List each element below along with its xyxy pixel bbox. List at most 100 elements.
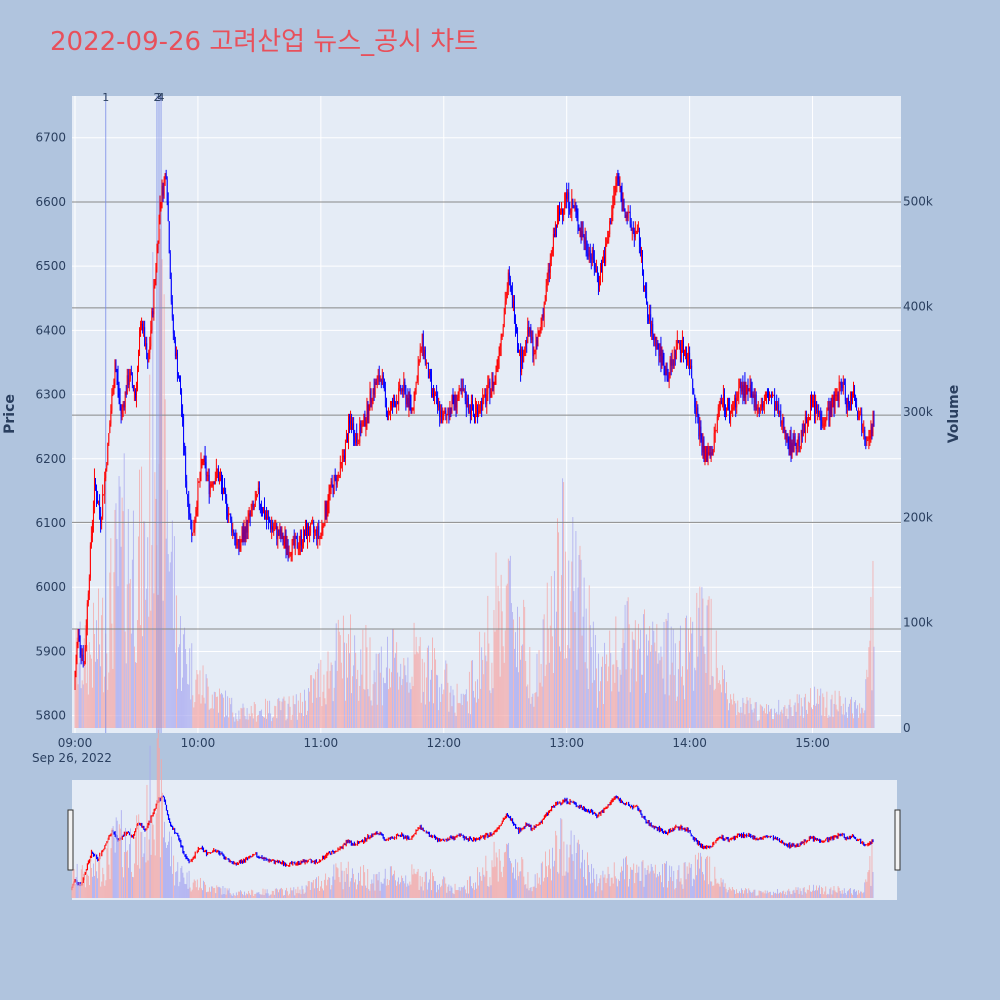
preview-volume-bar: [575, 853, 577, 898]
candle-down: [167, 201, 169, 222]
volume-bar: [122, 511, 124, 728]
preview-volume-bar: [789, 891, 791, 898]
volume-bar: [560, 651, 561, 728]
preview-volume-bar: [563, 841, 565, 898]
candle-down: [650, 314, 652, 334]
candle-up: [557, 214, 558, 228]
candle-up: [808, 420, 809, 422]
candle-up: [501, 333, 503, 337]
candle-up: [838, 381, 840, 402]
candle-down: [370, 391, 372, 402]
candle-down: [572, 198, 574, 206]
candle-up: [654, 336, 656, 341]
preview-volume-bar: [416, 871, 418, 898]
candle-down: [617, 176, 619, 180]
candle-down: [798, 436, 800, 446]
preview-volume-bar: [626, 856, 627, 898]
candle-up: [369, 391, 371, 411]
preview-volume-bar: [541, 861, 543, 898]
preview-volume-bar: [373, 874, 375, 898]
preview-volume-bar: [289, 893, 291, 898]
candle-up: [770, 394, 771, 397]
candle-down: [626, 214, 628, 219]
preview-volume-bar: [317, 888, 318, 898]
candle-up: [732, 407, 734, 411]
candle-up: [534, 352, 536, 355]
volume-bar: [763, 708, 765, 728]
candle-up: [615, 182, 617, 186]
candle-up: [434, 394, 435, 398]
candle-down: [469, 410, 471, 414]
preview-volume-bar: [166, 847, 167, 898]
candle-down: [462, 388, 464, 392]
preview-volume-bar: [392, 875, 393, 898]
candle-up: [551, 250, 553, 254]
volume-bar: [346, 643, 347, 728]
preview-volume-bar: [674, 889, 676, 898]
volume-bar: [306, 714, 307, 728]
preview-volume-bar: [781, 893, 783, 898]
volume-bar: [152, 252, 154, 729]
preview-volume-bar: [243, 895, 244, 898]
volume-bar: [612, 664, 614, 728]
candle-down: [729, 407, 731, 421]
volume-bar: [493, 610, 495, 728]
candle-up: [398, 388, 400, 405]
candle-down: [325, 503, 327, 517]
preview-volume-bar: [755, 895, 757, 898]
candle-down: [304, 529, 305, 536]
candle-up: [240, 542, 242, 546]
volume-bar: [686, 615, 687, 728]
candle-up: [822, 426, 824, 429]
candle-down: [244, 529, 246, 540]
price-tick-label: 6200: [35, 452, 66, 466]
candle-up: [682, 340, 683, 350]
candle-up: [372, 388, 374, 402]
preview-volume-bar: [85, 870, 87, 898]
candle-up: [257, 487, 259, 495]
preview-volume-bar: [267, 893, 269, 898]
candle-up: [314, 529, 316, 533]
preview-volume-bar: [765, 893, 767, 898]
candle-up: [263, 506, 264, 514]
volume-bar: [389, 668, 390, 728]
candle-up: [571, 198, 573, 212]
candle-down: [843, 381, 845, 385]
volume-bar: [114, 509, 116, 728]
preview-volume-bar: [202, 890, 203, 898]
preview-volume-bar: [627, 864, 628, 898]
candle-up: [157, 243, 159, 251]
volume-bar: [362, 629, 364, 728]
volume-bar: [816, 703, 818, 728]
preview-volume-bar: [170, 866, 171, 898]
volume-bar: [106, 653, 108, 728]
candle-down: [803, 423, 805, 434]
volume-bar: [641, 674, 642, 728]
volume-bar: [791, 715, 793, 728]
candle-up: [458, 388, 460, 398]
volume-bar: [611, 691, 613, 728]
preview-volume-bar: [89, 885, 90, 898]
preview-volume-bar: [388, 880, 390, 898]
preview-volume-bar: [268, 895, 270, 898]
range-slider-left-handle[interactable]: [67, 809, 74, 871]
volume-bar: [444, 669, 446, 728]
preview-volume-bar: [686, 866, 688, 898]
volume-bar: [179, 644, 180, 728]
preview-volume-bar: [858, 890, 860, 898]
preview-volume-bar: [240, 890, 241, 898]
preview-volume-bar: [726, 892, 728, 898]
preview-volume-bar: [694, 854, 696, 898]
preview-volume-bar: [557, 871, 559, 898]
volume-bar: [390, 687, 391, 728]
volume-bar: [864, 710, 866, 728]
preview-volume-bar: [742, 889, 743, 898]
candle-up: [669, 359, 671, 376]
candle-up: [305, 526, 306, 536]
candle-down: [633, 230, 635, 238]
preview-volume-bar: [863, 892, 865, 898]
range-slider-right-handle[interactable]: [894, 809, 901, 871]
preview-volume-bar: [741, 888, 742, 898]
preview-volume-bar: [746, 889, 748, 898]
preview-volume-bar: [513, 867, 514, 898]
